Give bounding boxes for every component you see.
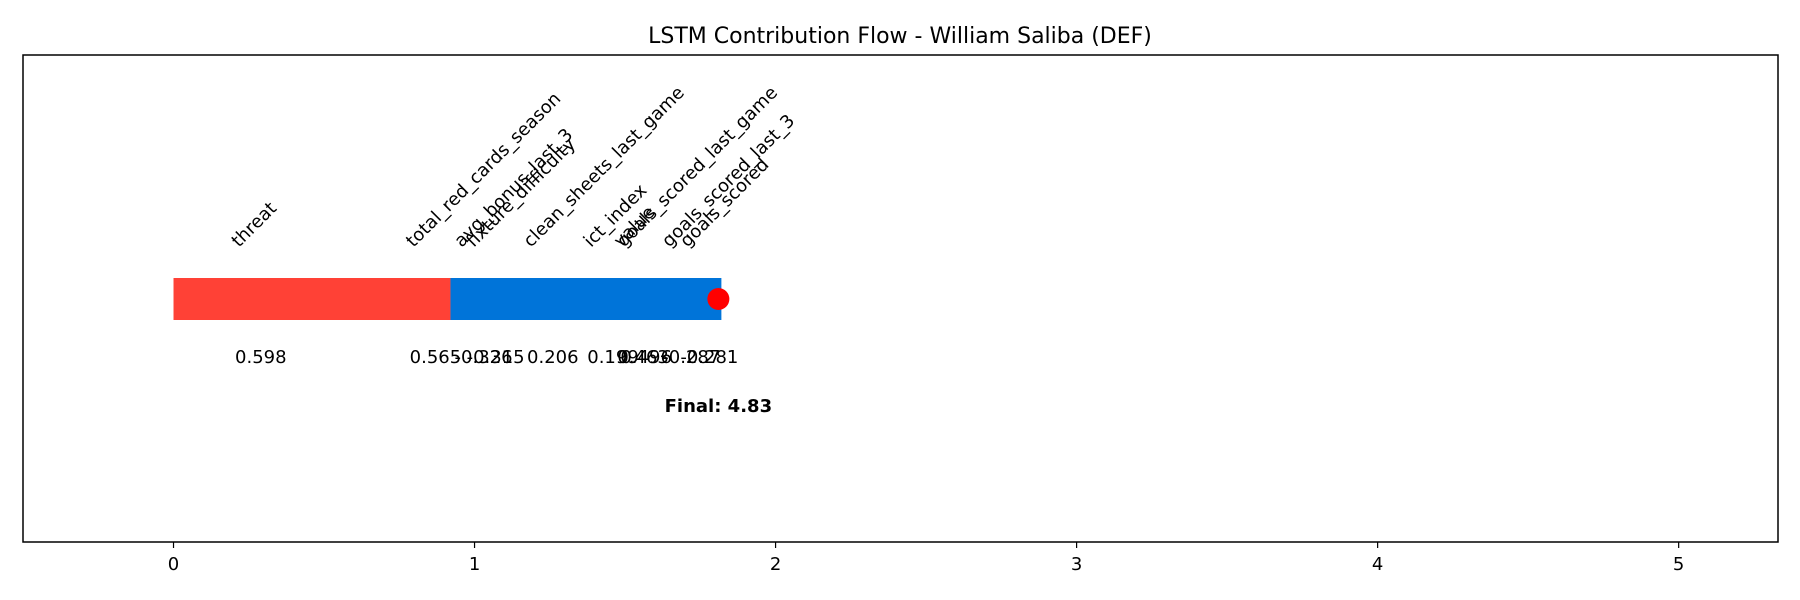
feature-label-layer: threat total_red_cards_seasonavg_bonus_la…: [227, 82, 799, 251]
value-label-layer: 0.598 0.565-0.326-0.315 0.206 0.1990.4630.4…: [235, 347, 738, 368]
plot-frame: [22, 54, 1779, 543]
value-label: 0.565: [410, 347, 462, 368]
value-label: -0.326: [455, 347, 513, 368]
value-label: -0.315: [467, 347, 525, 368]
value-label: 0.199: [587, 347, 639, 368]
x-axis: 0 1 2 3 4 5: [168, 542, 1684, 575]
x-tick-label: 0: [168, 554, 179, 575]
segments-layer: [173, 278, 722, 320]
bar-segment-positive: [173, 278, 451, 320]
value-label: -0.281: [680, 347, 738, 368]
x-tick-label: 1: [469, 554, 480, 575]
x-tick-label: 4: [1372, 554, 1383, 575]
value-label: 0.206: [527, 347, 579, 368]
value-label: 0.463: [617, 347, 669, 368]
value-label: -0.287: [662, 347, 720, 368]
x-tick-label: 5: [1673, 554, 1684, 575]
value-label: 0.598: [235, 347, 287, 368]
chart-title: LSTM Contribution Flow - William Saliba …: [648, 24, 1152, 49]
final-point-layer: [707, 288, 730, 310]
final-point: [707, 288, 730, 310]
x-tick-label: 3: [1071, 554, 1082, 575]
feature-label: threat: [227, 198, 280, 251]
bar-segment-negative: [450, 278, 722, 320]
value-label: 0.496: [620, 347, 672, 368]
final-label: Final: 4.83: [665, 396, 772, 417]
x-tick-label: 2: [770, 554, 781, 575]
